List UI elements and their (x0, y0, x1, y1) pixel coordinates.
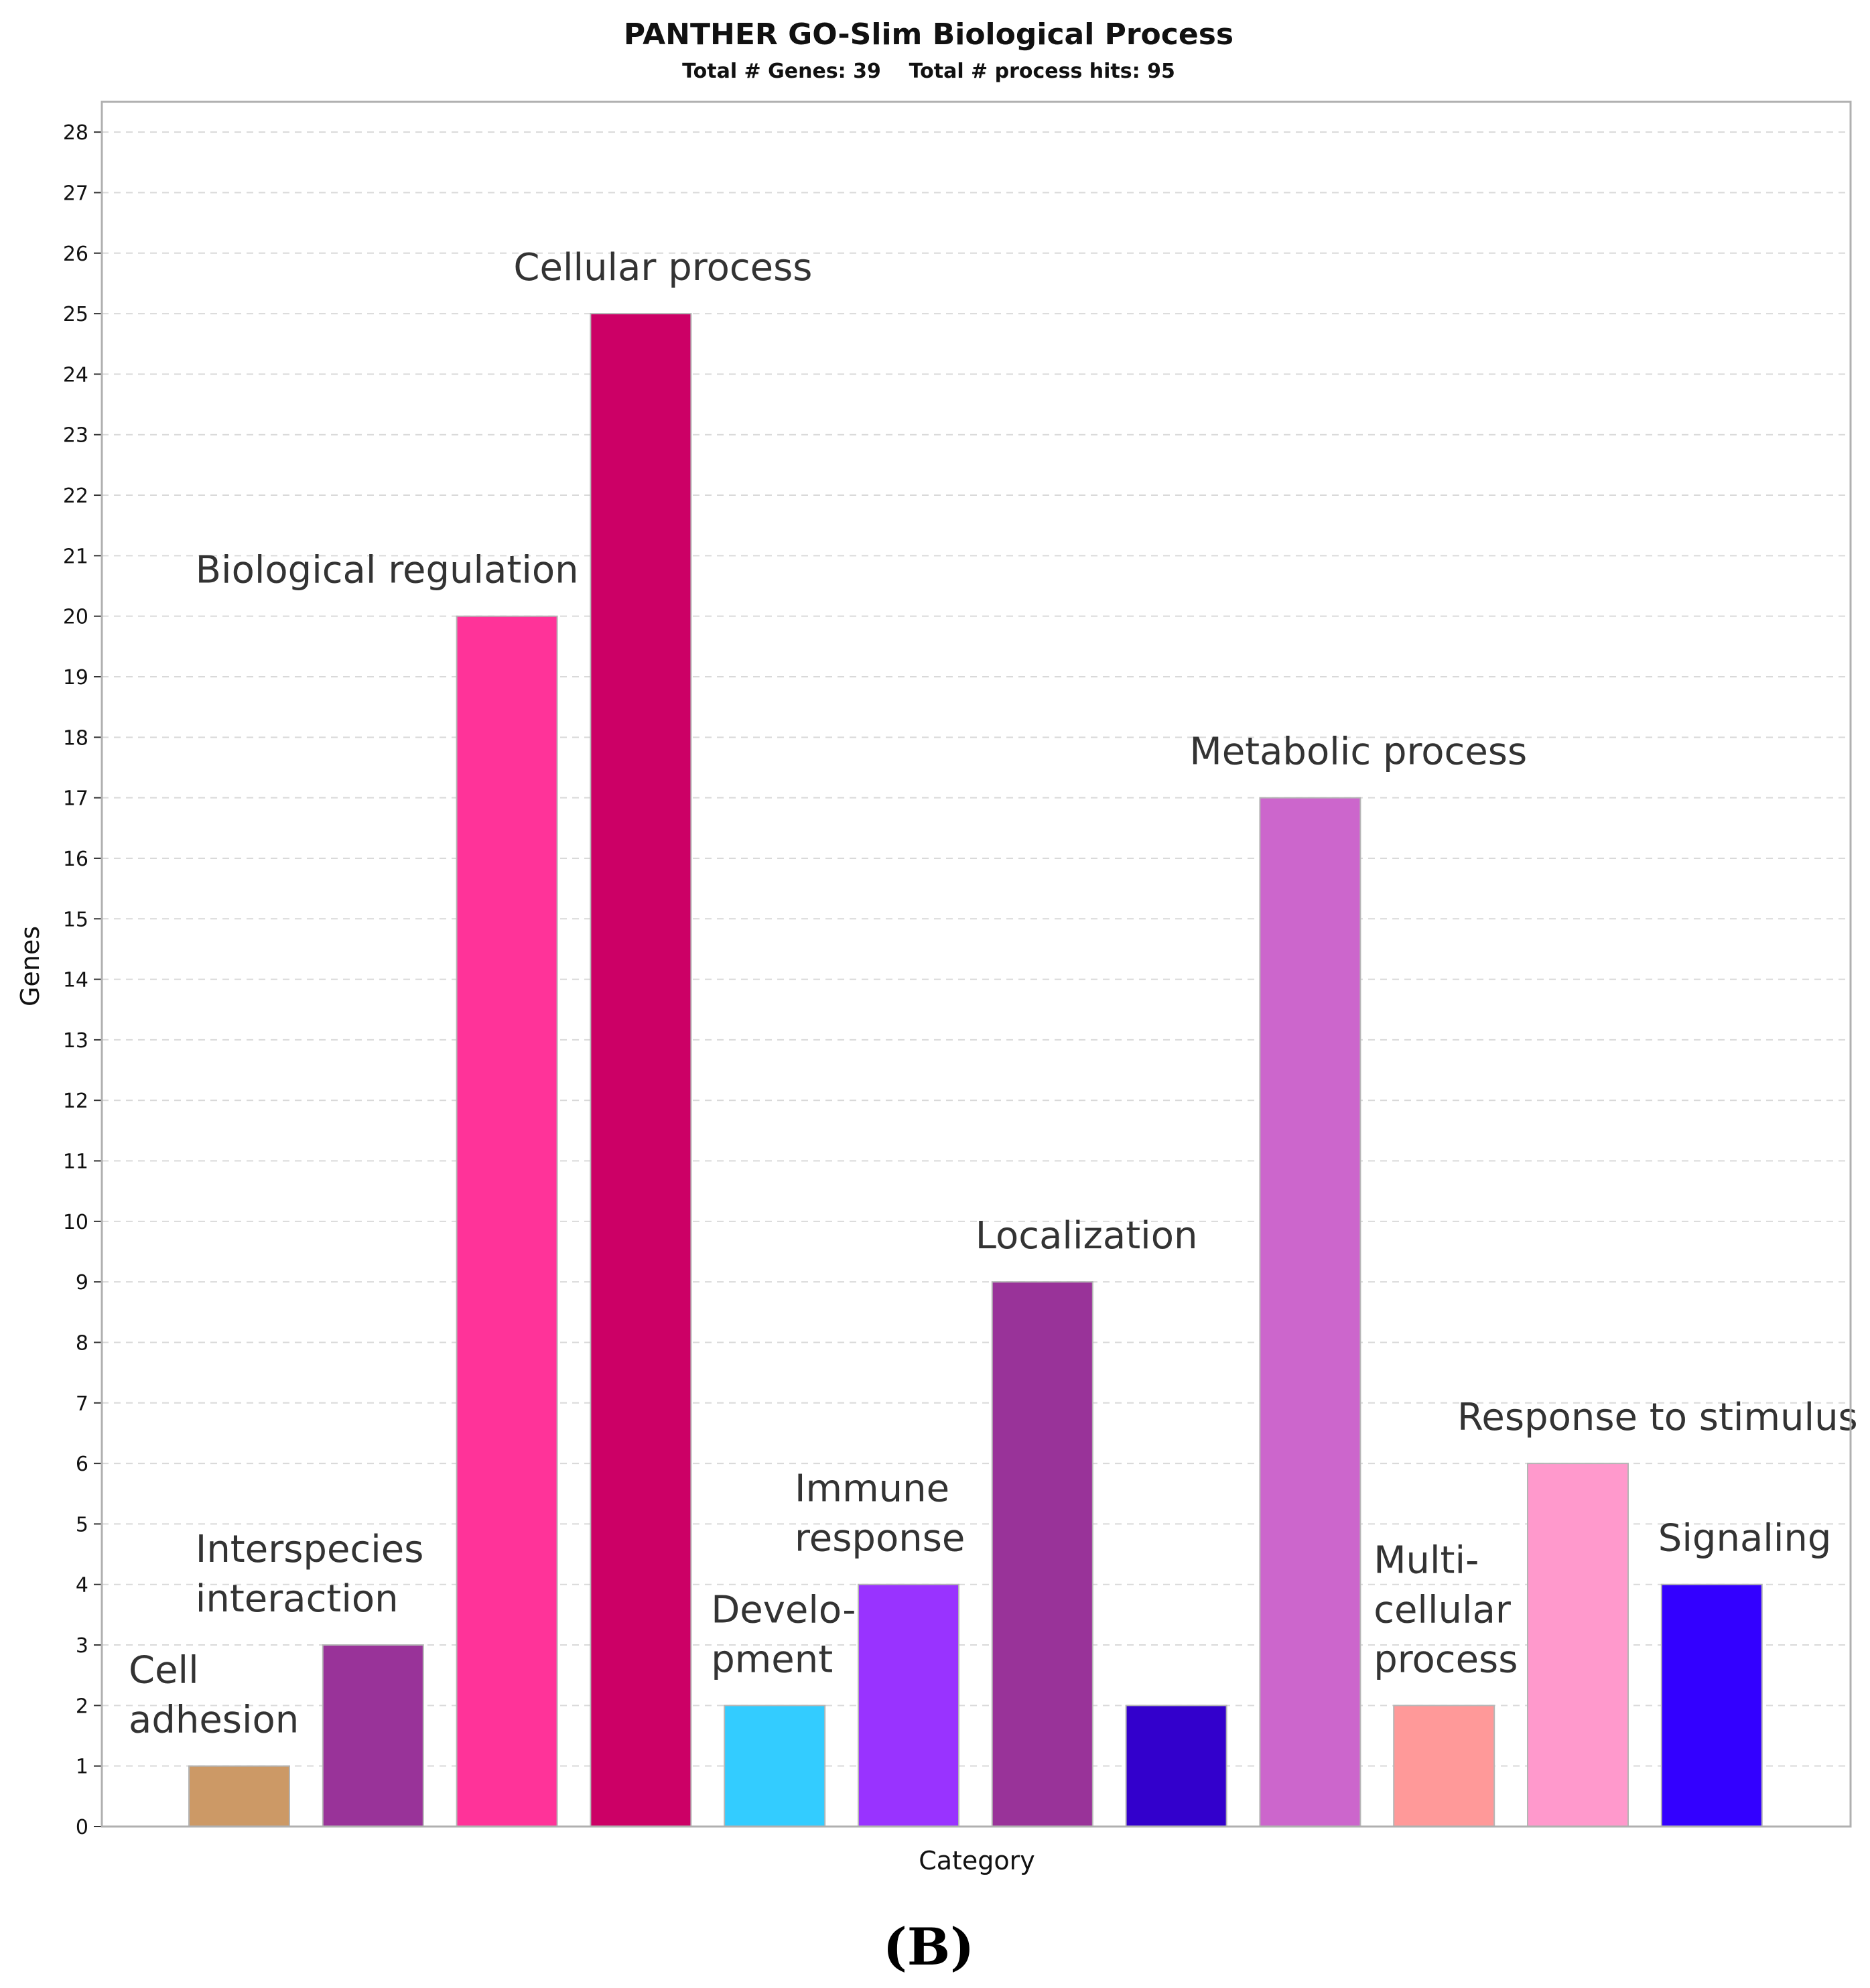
bar (724, 1705, 826, 1827)
bar-annotation: Biological regulation (196, 549, 579, 592)
bar-annotation: Response to stimulus (1457, 1396, 1858, 1439)
y-axis-ticks: 0123456789101112131415161718192021222324… (63, 121, 102, 1839)
y-tick-label: 20 (63, 606, 88, 629)
bar-annotation: Signaling (1658, 1517, 1832, 1561)
bar (1393, 1705, 1495, 1827)
bar-annotation: Immune (795, 1467, 949, 1511)
y-tick-label: 7 (76, 1392, 88, 1416)
y-tick-label: 0 (76, 1816, 88, 1839)
bar-annotation: interaction (196, 1577, 399, 1621)
y-tick-label: 23 (63, 424, 88, 448)
bar-annotation: Metabolic process (1189, 730, 1527, 774)
y-tick-label: 17 (63, 787, 88, 811)
chart-title: PANTHER GO-Slim Biological Process (624, 17, 1233, 52)
y-tick-label: 14 (63, 969, 88, 992)
bar (322, 1644, 424, 1828)
y-tick-label: 28 (63, 121, 88, 145)
y-tick-label: 3 (76, 1634, 88, 1658)
y-tick-label: 5 (76, 1513, 88, 1536)
y-tick-label: 24 (63, 363, 88, 387)
bar-annotation: Develo- (711, 1588, 856, 1632)
y-tick-label: 11 (63, 1150, 88, 1174)
bars (188, 313, 1763, 1828)
plot-frame (101, 101, 1852, 1828)
panel-label: (B) (883, 1917, 974, 1977)
y-tick-label: 12 (63, 1089, 88, 1113)
y-tick-label: 21 (63, 545, 88, 568)
bar-annotation: process (1374, 1638, 1518, 1681)
bar-annotation: adhesion (129, 1699, 299, 1742)
bar (188, 1765, 290, 1828)
y-tick-label: 16 (63, 848, 88, 871)
bar (1125, 1705, 1227, 1827)
x-axis-label: Category (919, 1846, 1035, 1875)
y-tick-label: 4 (76, 1574, 88, 1597)
y-tick-label: 8 (76, 1331, 88, 1355)
y-tick-label: 18 (63, 726, 88, 750)
bar (590, 313, 692, 1828)
y-tick-label: 27 (63, 182, 88, 205)
y-tick-label: 1 (76, 1755, 88, 1779)
y-tick-label: 6 (76, 1453, 88, 1476)
bar-annotation: Cellular process (513, 246, 812, 289)
bar (1259, 797, 1361, 1827)
bar (456, 615, 558, 1827)
y-tick-label: 22 (63, 484, 88, 508)
y-tick-label: 25 (63, 303, 88, 326)
y-tick-label: 2 (76, 1695, 88, 1718)
bar-annotation: pment (711, 1638, 833, 1681)
y-tick-label: 9 (76, 1271, 88, 1295)
bar (991, 1281, 1093, 1827)
bar-annotation: Cell (129, 1649, 199, 1693)
bar-annotation: cellular (1374, 1588, 1512, 1632)
bar-annotation: response (795, 1517, 965, 1561)
bar-annotation: Localization (976, 1214, 1198, 1258)
y-axis-label: Genes (15, 926, 45, 1006)
y-tick-label: 15 (63, 908, 88, 931)
y-tick-label: 10 (63, 1211, 88, 1234)
gridlines (102, 131, 1851, 1767)
y-tick-label: 19 (63, 666, 88, 689)
bar-annotation: Multi- (1374, 1538, 1479, 1582)
y-tick-label: 13 (63, 1029, 88, 1053)
bar (1527, 1463, 1629, 1827)
chart-subtitle: Total # Genes: 39 Total # process hits: … (682, 60, 1175, 83)
bar (1660, 1583, 1763, 1827)
y-tick-label: 26 (63, 243, 88, 266)
bar (858, 1583, 959, 1827)
bar-annotations: Cell adhesion Interspecies interaction Biolo… (129, 246, 1858, 1742)
bar-annotation: Interspecies (196, 1528, 424, 1571)
